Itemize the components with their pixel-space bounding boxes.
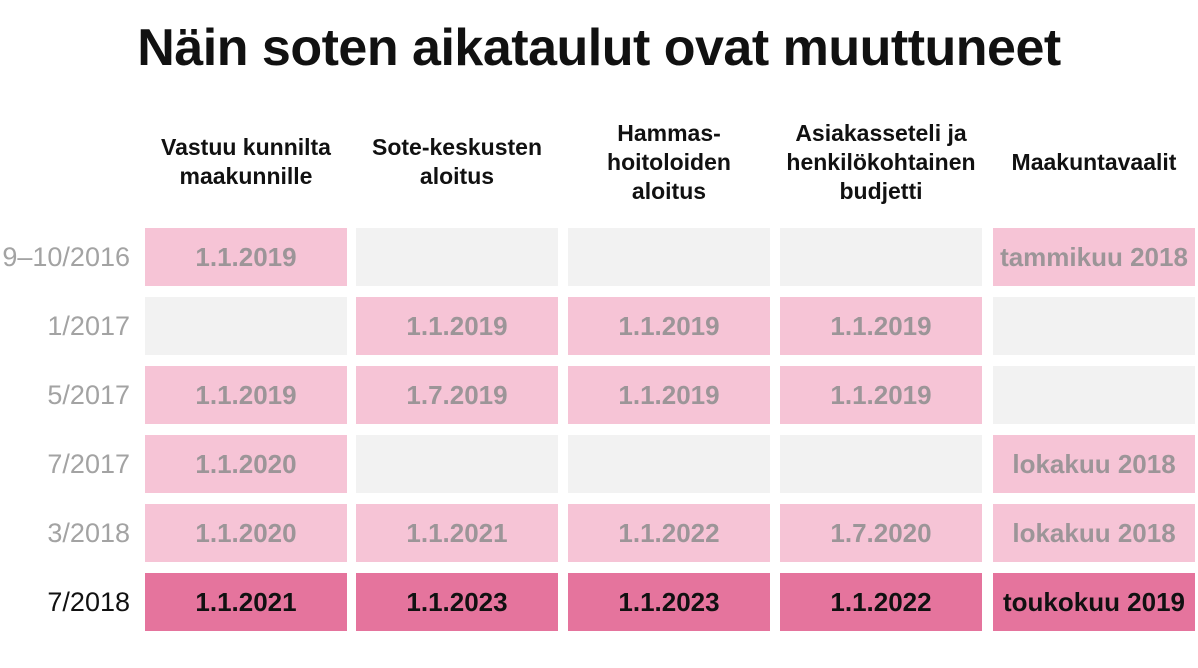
table-cell-empty (780, 435, 982, 493)
table-cell-empty (356, 228, 558, 286)
table-cell: 1.1.2019 (568, 297, 770, 355)
table-cell-empty (568, 435, 770, 493)
table-cell: 1.1.2022 (780, 573, 982, 631)
row-label: 1/2017 (47, 310, 130, 341)
column-header: Hammas- hoitoloiden aloitus (607, 119, 731, 204)
table-cell: lokakuu 2018 (993, 435, 1195, 493)
table-cell: 1.7.2019 (356, 366, 558, 424)
table-cell: 1.1.2019 (145, 228, 347, 286)
table-cell-empty (993, 366, 1195, 424)
column-header: Vastuu kunnilta maakunnille (161, 134, 331, 189)
table-cell: 1.1.2019 (568, 366, 770, 424)
table-cell-empty (993, 297, 1195, 355)
table-cell: 1.1.2023 (356, 573, 558, 631)
row-label: 5/2017 (47, 379, 130, 410)
table-cell: 1.1.2022 (568, 504, 770, 562)
chart-title: Näin soten aikataulut ovat muuttuneet (137, 19, 1061, 77)
table-cell: 1.1.2019 (356, 297, 558, 355)
table-cell: 1.1.2020 (145, 504, 347, 562)
table-cell: 1.1.2019 (145, 366, 347, 424)
table-cell-empty (356, 435, 558, 493)
table-cell: toukokuu 2019 (993, 573, 1195, 631)
table-cell: 1.7.2020 (780, 504, 982, 562)
table-cell: 1.1.2019 (780, 297, 982, 355)
table-cell-empty (145, 297, 347, 355)
table-cell-empty (568, 228, 770, 286)
table-cell: 1.1.2021 (145, 573, 347, 631)
column-header: Maakuntavaalit (1011, 148, 1177, 175)
table-cell: 1.1.2023 (568, 573, 770, 631)
row-label: 9–10/2016 (2, 241, 130, 272)
table-cell: 1.1.2021 (356, 504, 558, 562)
row-label: 3/2018 (47, 517, 130, 548)
table-cell: 1.1.2020 (145, 435, 347, 493)
column-header: Asiakasseteli ja henkilökohtainen budjet… (786, 119, 976, 204)
table-cell-empty (780, 228, 982, 286)
table-cell: 1.1.2019 (780, 366, 982, 424)
row-label: 7/2017 (47, 448, 130, 479)
table-cell: lokakuu 2018 (993, 504, 1195, 562)
column-header: Sote-keskusten aloitus (371, 134, 542, 189)
row-label: 7/2018 (47, 586, 130, 617)
table-cell: tammikuu 2018 (993, 228, 1195, 286)
